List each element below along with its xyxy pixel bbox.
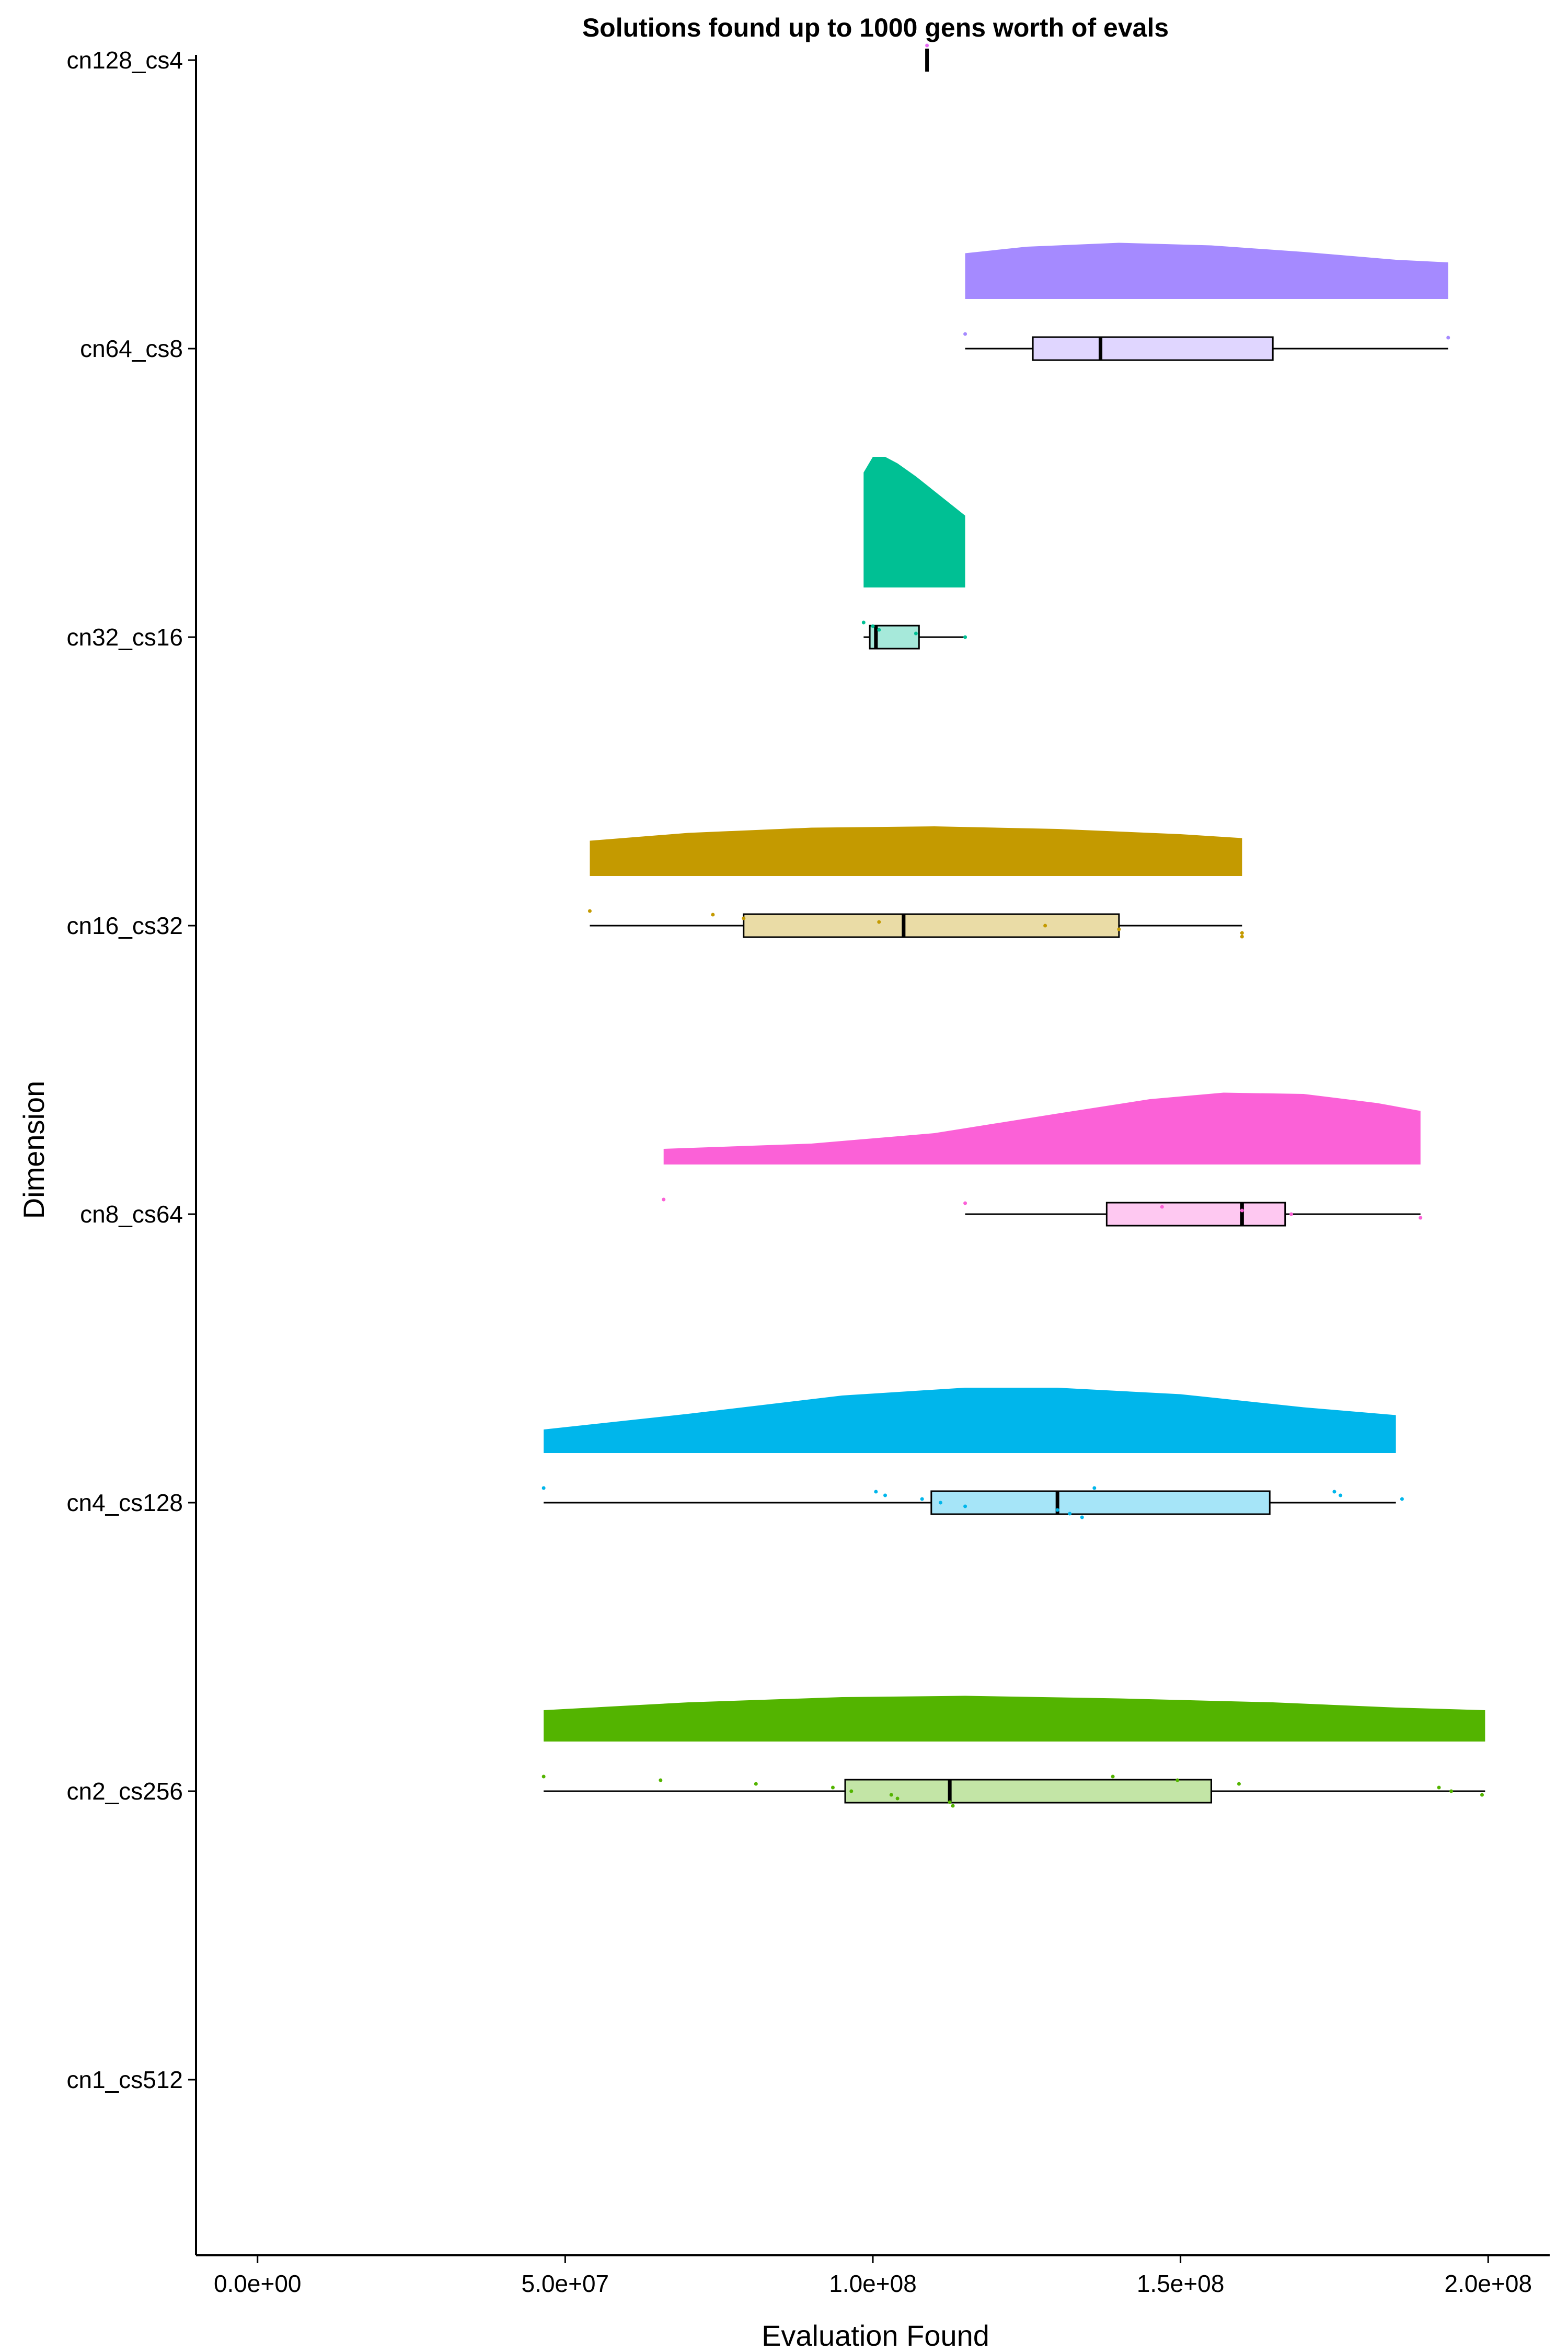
y-tick-label: cn128_cs4 bbox=[67, 47, 183, 74]
data-point bbox=[889, 1793, 893, 1797]
data-point bbox=[1289, 1212, 1294, 1216]
data-point bbox=[541, 1774, 546, 1779]
data-point bbox=[963, 1201, 967, 1205]
data-point bbox=[1160, 1205, 1164, 1209]
x-axis-title: Evaluation Found bbox=[762, 2319, 989, 2352]
data-point bbox=[874, 1490, 878, 1494]
data-point bbox=[877, 920, 881, 924]
x-tick-label: 1.0e+08 bbox=[829, 2270, 917, 2297]
density-cloud bbox=[965, 243, 1448, 299]
data-point bbox=[895, 1796, 900, 1801]
data-point bbox=[849, 1789, 854, 1793]
series-cn64_cs8 bbox=[963, 243, 1450, 361]
x-tick-label: 2.0e+08 bbox=[1444, 2270, 1532, 2297]
chart-title: Solutions found up to 1000 gens worth of… bbox=[582, 13, 1169, 42]
x-tick-label: 0.0e+00 bbox=[214, 2270, 302, 2297]
data-point bbox=[831, 1785, 835, 1790]
x-tick-label: 5.0e+07 bbox=[522, 2270, 609, 2297]
density-cloud bbox=[544, 1696, 1485, 1742]
data-point bbox=[1449, 1789, 1454, 1793]
data-point bbox=[951, 1804, 955, 1808]
y-axis-title: Dimension bbox=[17, 1081, 50, 1219]
data-point bbox=[541, 1486, 546, 1490]
data-point bbox=[925, 43, 929, 48]
box bbox=[1105, 1202, 1286, 1227]
data-point bbox=[963, 332, 967, 336]
x-tick-label: 1.5e+08 bbox=[1137, 2270, 1225, 2297]
y-tick-label: cn32_cs16 bbox=[67, 624, 183, 651]
data-point bbox=[1237, 1782, 1241, 1786]
data-point bbox=[1240, 1208, 1244, 1213]
data-point bbox=[1240, 935, 1244, 939]
data-point bbox=[1437, 1785, 1441, 1790]
y-tick-label: cn4_cs128 bbox=[67, 1489, 183, 1516]
data-point bbox=[948, 1800, 952, 1804]
data-point bbox=[742, 916, 746, 920]
density-cloud bbox=[663, 1092, 1421, 1165]
series-cn8_cs64 bbox=[662, 1092, 1423, 1227]
data-point bbox=[659, 1778, 663, 1782]
data-point bbox=[1080, 1515, 1084, 1519]
data-point bbox=[963, 1504, 967, 1508]
series-cn32_cs16 bbox=[861, 457, 967, 650]
series-cn2_cs256 bbox=[541, 1696, 1485, 1808]
y-tick-label: cn2_cs256 bbox=[67, 1778, 183, 1805]
data-point bbox=[1332, 1490, 1336, 1494]
data-point bbox=[1092, 1486, 1097, 1490]
plot-marks bbox=[541, 43, 1485, 1808]
data-point bbox=[1117, 927, 1121, 931]
box bbox=[844, 1779, 1212, 1804]
box bbox=[743, 913, 1120, 938]
data-point bbox=[877, 628, 881, 632]
density-cloud bbox=[544, 1388, 1396, 1453]
series-cn4_cs128 bbox=[541, 1388, 1404, 1519]
y-tick-label: cn16_cs32 bbox=[67, 912, 183, 939]
data-point bbox=[1175, 1778, 1180, 1782]
data-point bbox=[662, 1197, 666, 1202]
box bbox=[930, 1490, 1271, 1515]
data-point bbox=[587, 909, 592, 913]
y-tick-label: cn8_cs64 bbox=[80, 1201, 183, 1228]
data-point bbox=[754, 1782, 758, 1786]
data-point bbox=[914, 631, 918, 636]
series-cn128_cs4 bbox=[925, 43, 929, 72]
data-point bbox=[939, 1501, 942, 1505]
data-point bbox=[1055, 1508, 1059, 1512]
box bbox=[1032, 336, 1274, 361]
data-point bbox=[920, 1497, 924, 1501]
y-tick-label: cn1_cs512 bbox=[67, 2066, 183, 2093]
density-cloud bbox=[590, 826, 1242, 876]
data-point bbox=[1446, 336, 1450, 340]
data-point bbox=[1111, 1774, 1115, 1779]
series-cn16_cs32 bbox=[587, 826, 1244, 939]
data-point bbox=[1068, 1512, 1072, 1516]
x-axis: 0.0e+00 5.0e+07 1.0e+08 1.5e+08 2.0e+08 bbox=[214, 2255, 1532, 2297]
data-point bbox=[1240, 931, 1244, 935]
density-cloud bbox=[863, 457, 965, 587]
data-point bbox=[1480, 1793, 1484, 1797]
data-point bbox=[1400, 1497, 1404, 1501]
data-point bbox=[1419, 1216, 1423, 1220]
data-point bbox=[963, 635, 967, 639]
data-point bbox=[861, 620, 866, 625]
data-point bbox=[1043, 924, 1047, 928]
data-point bbox=[871, 624, 875, 628]
y-axis: cn128_cs4 cn64_cs8 cn32_cs16 cn16_cs32 cn8_c… bbox=[67, 47, 196, 2093]
data-point bbox=[711, 913, 715, 917]
data-point bbox=[1339, 1493, 1343, 1497]
y-tick-label: cn64_cs8 bbox=[80, 335, 183, 362]
data-point bbox=[883, 1493, 887, 1497]
